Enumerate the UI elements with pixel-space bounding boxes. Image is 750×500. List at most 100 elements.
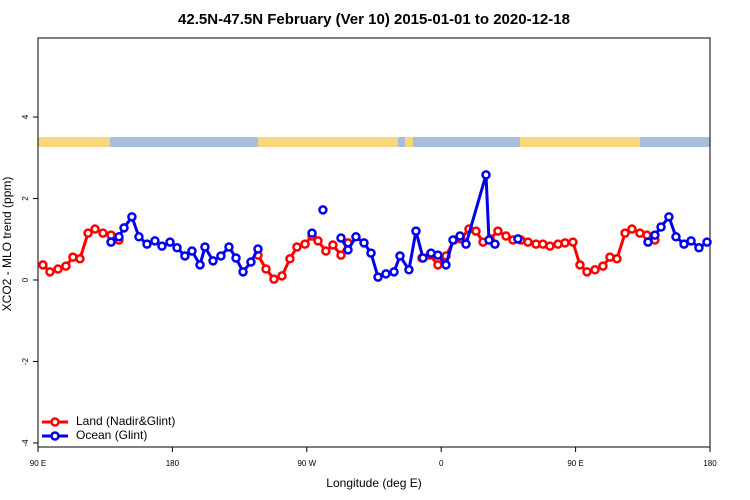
data-point [134, 232, 144, 242]
data-point [142, 239, 152, 249]
data-point [165, 237, 175, 247]
data-point [448, 235, 458, 245]
data-point [321, 246, 331, 256]
x-axis-label: Longitude (deg E) [326, 476, 421, 490]
data-point [119, 223, 129, 233]
data-point [200, 242, 210, 252]
y-tick-label: -2 [21, 357, 30, 365]
data-point [150, 236, 160, 246]
y-tick-label: -4 [21, 439, 30, 447]
data-point [523, 237, 533, 247]
data-point [389, 267, 399, 277]
land-band [258, 137, 398, 147]
data-point [38, 260, 48, 270]
x-tick-label: 90 E [30, 459, 46, 468]
legend: Land (Nadir&Glint)Ocean (Glint) [42, 414, 175, 442]
data-point [513, 234, 523, 244]
data-point [106, 237, 116, 247]
data-point [501, 231, 511, 241]
data-point [656, 222, 666, 232]
plot-frame [37, 37, 711, 448]
data-point [582, 267, 592, 277]
y-axis-label: XCO2 - MLO trend (ppm) [0, 177, 14, 312]
data-point [277, 271, 287, 281]
x-tick-label: 90 E [567, 459, 583, 468]
data-point [490, 239, 500, 249]
data-point [560, 238, 570, 248]
data-point [493, 226, 503, 236]
data-point [411, 226, 421, 236]
land-band [38, 137, 110, 147]
data-point [246, 257, 256, 267]
land-band [520, 137, 640, 147]
data-point [45, 267, 55, 277]
data-point [441, 260, 451, 270]
data-point [643, 237, 653, 247]
data-point [328, 240, 338, 250]
data-point [455, 231, 465, 241]
data-point [90, 224, 100, 234]
y-tick-label: 4 [21, 114, 30, 119]
data-point [664, 212, 674, 222]
data-point [650, 230, 660, 240]
data-point [373, 272, 383, 282]
legend-label: Land (Nadir&Glint) [76, 414, 175, 428]
data-point [381, 269, 391, 279]
data-point [83, 228, 93, 238]
data-point [395, 251, 405, 261]
data-point [686, 236, 696, 246]
data-point [620, 228, 630, 238]
data-point [671, 232, 681, 242]
data-point [157, 241, 167, 251]
data-point [253, 244, 263, 254]
data-point [307, 228, 317, 238]
data-point [433, 260, 443, 270]
data-point [269, 274, 279, 284]
data-point [590, 265, 600, 275]
data-point [359, 238, 369, 248]
data-point [545, 241, 555, 251]
data-point [404, 265, 414, 275]
data-point [172, 243, 182, 253]
legend-marker [50, 417, 60, 427]
data-point [471, 226, 481, 236]
land-band [405, 137, 413, 147]
chart-title: 42.5N-47.5N February (Ver 10) 2015-01-01… [178, 11, 570, 28]
data-point [75, 254, 85, 264]
data-point [300, 239, 310, 249]
land-ocean-strip [38, 137, 710, 147]
data-point [127, 212, 137, 222]
data-point [433, 250, 443, 260]
data-point [187, 246, 197, 256]
data-point [208, 256, 218, 266]
data-point [53, 264, 63, 274]
data-point [180, 251, 190, 261]
data-point [216, 251, 226, 261]
data-point [285, 254, 295, 264]
data-point [418, 253, 428, 263]
data-point [461, 239, 471, 249]
data-point [195, 260, 205, 270]
data-point [702, 237, 712, 247]
data-point [484, 235, 494, 245]
data-point [575, 260, 585, 270]
data-point [679, 239, 689, 249]
data-point [61, 261, 71, 271]
data-point [98, 228, 108, 238]
data-point [694, 243, 704, 253]
data-point [568, 237, 578, 247]
legend-marker [50, 431, 60, 441]
data-point [336, 250, 346, 260]
data-point [114, 232, 124, 242]
data-point [313, 236, 323, 246]
data-point [612, 254, 622, 264]
data-point [292, 242, 302, 252]
data-point [224, 242, 234, 252]
data-point [238, 267, 248, 277]
x-tick-label: 0 [439, 459, 444, 468]
data-point [318, 205, 328, 215]
data-point [336, 233, 346, 243]
data-point [627, 224, 637, 234]
x-tick-label: 90 W [297, 459, 316, 468]
